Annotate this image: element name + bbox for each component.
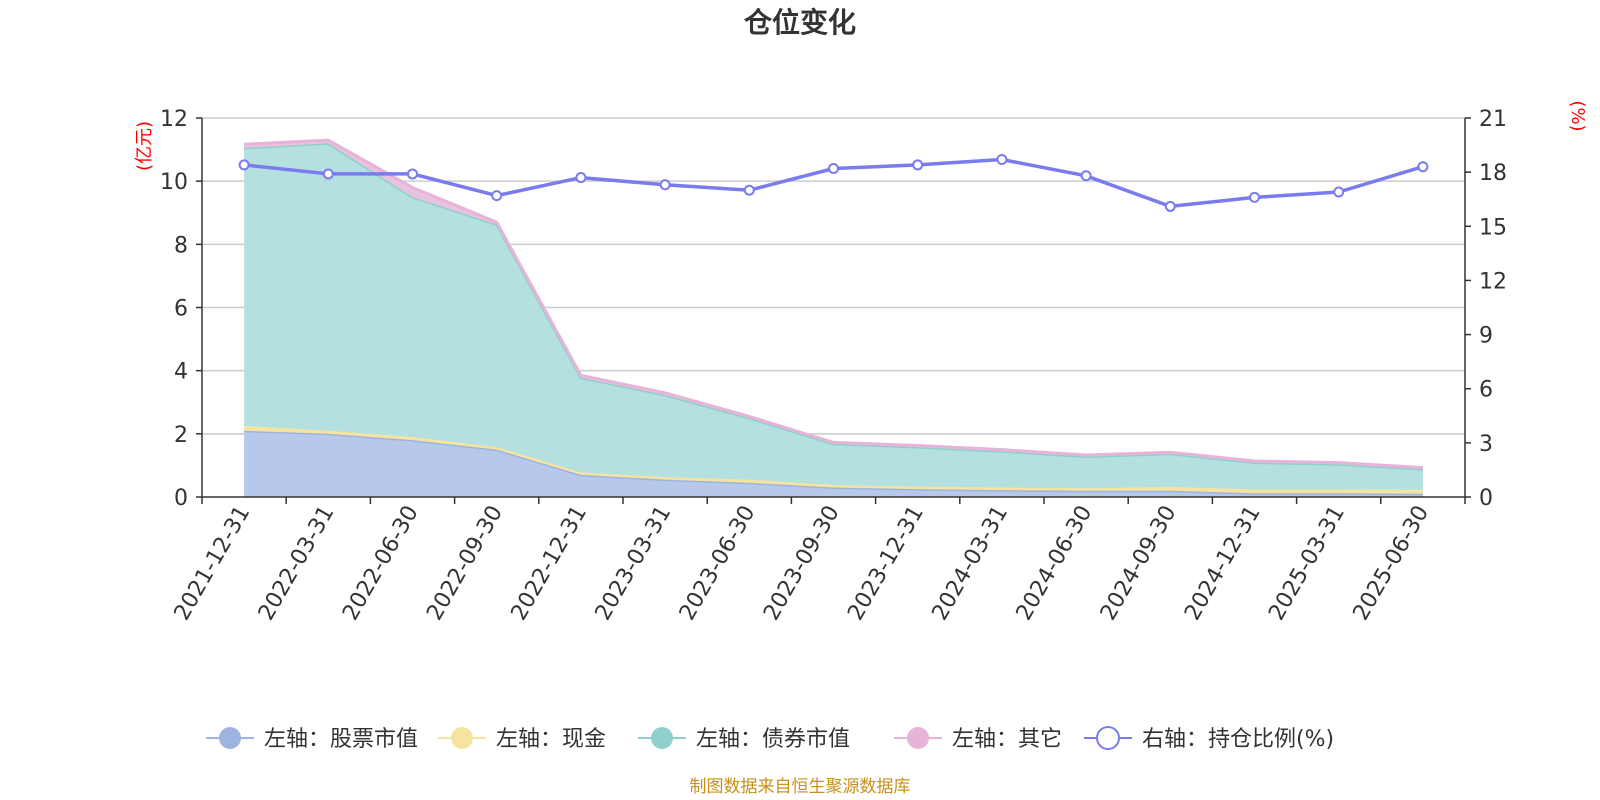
legend-item: 右轴：持仓比例(%)	[1084, 726, 1334, 752]
legend-marker	[651, 727, 673, 749]
x-axis-tick-label: 2024-03-31	[928, 502, 1014, 625]
right-axis-tick-label: 18	[1479, 161, 1507, 186]
left-axis-tick-label: 12	[160, 107, 188, 132]
ratio-point	[1249, 191, 1260, 203]
left-axis-tick-label: 6	[174, 297, 188, 322]
ratio-point	[322, 168, 334, 180]
area-fill	[244, 143, 1423, 490]
right-axis-tick-label: 6	[1479, 378, 1493, 403]
stacked-areas	[244, 138, 1423, 497]
legend-label: 左轴：现金	[496, 727, 606, 752]
right-axis-tick-label: 21	[1479, 107, 1507, 132]
right-axis-tick-label: 9	[1479, 324, 1493, 349]
left-axis-tick-label: 0	[174, 486, 188, 511]
right-axis-tick-label: 3	[1479, 432, 1493, 457]
x-axis-tick-label: 2022-09-30	[422, 502, 508, 625]
ratio-point	[491, 190, 503, 202]
legend-label: 左轴：债券市值	[696, 727, 850, 752]
x-axis-tick-label: 2022-06-30	[338, 502, 424, 625]
chart-title: 仓位变化	[744, 6, 856, 39]
area-top-line	[244, 138, 1423, 470]
ratio-point	[743, 184, 755, 196]
x-axis-tick-label: 2025-06-30	[1349, 502, 1435, 625]
x-axis-tick-label: 2025-03-31	[1264, 502, 1350, 625]
legend-item: 左轴：股票市值	[206, 727, 418, 752]
area-fill	[244, 430, 1423, 497]
ratio-point	[828, 163, 839, 175]
x-axis-tick-label: 2024-09-30	[1096, 502, 1182, 625]
ratio-point	[996, 154, 1008, 166]
ratio-point	[912, 159, 924, 171]
legend-item: 左轴：现金	[438, 727, 606, 752]
left-axis-tick-label: 2	[174, 423, 188, 448]
right-axis-tick-label: 12	[1479, 269, 1507, 294]
x-axis-tick-label: 2021-12-31	[170, 502, 256, 625]
legend-label: 右轴：持仓比例(%)	[1142, 727, 1334, 752]
legend-marker	[219, 727, 241, 749]
x-axis-tick-label: 2022-03-31	[254, 502, 340, 625]
ratio-point	[407, 168, 418, 180]
x-axis-tick-label: 2022-12-31	[507, 502, 593, 625]
ratio-point	[1080, 170, 1092, 182]
legend-label: 左轴：其它	[952, 727, 1062, 752]
right-axis-tick-label: 0	[1479, 486, 1493, 511]
ratio-point	[1417, 161, 1429, 173]
left-axis-tick-label: 8	[174, 233, 188, 258]
legend-item: 左轴：其它	[894, 727, 1062, 752]
ratio-line	[238, 154, 1429, 212]
left-axis-unit-label: (亿元)	[134, 121, 155, 171]
legend: 左轴：股票市值 左轴：现金 左轴：债券市值 左轴：其它 右轴：持仓比例(%)	[206, 726, 1334, 752]
legend-marker	[1096, 726, 1120, 750]
left-axis-tick-label: 4	[174, 360, 188, 385]
x-axis-tick-label: 2023-09-30	[759, 502, 845, 625]
right-axis-tick-label: 15	[1479, 215, 1507, 240]
legend-item: 左轴：债券市值	[638, 727, 850, 752]
x-axis-tick-label: 2024-06-30	[1012, 502, 1098, 625]
ratio-point	[1333, 186, 1345, 198]
ratio-point	[575, 172, 587, 184]
x-axis-tick-label: 2023-12-31	[843, 501, 929, 624]
legend-marker	[907, 727, 929, 749]
ratio-point	[238, 159, 250, 171]
left-axis-tick-label: 10	[160, 170, 188, 195]
right-axis-unit-label: (%)	[1567, 100, 1588, 131]
ratio-point	[1164, 200, 1176, 212]
x-axis-tick-label: 2023-06-30	[675, 502, 761, 625]
legend-marker	[451, 727, 473, 749]
data-source-note: 制图数据来自恒生聚源数据库	[690, 777, 911, 797]
legend-label: 左轴：股票市值	[264, 727, 418, 752]
x-axis-tick-label: 2024-12-31	[1180, 502, 1266, 625]
x-axis-tick-label: 2023-03-31	[591, 502, 677, 625]
ratio-point	[659, 179, 671, 191]
